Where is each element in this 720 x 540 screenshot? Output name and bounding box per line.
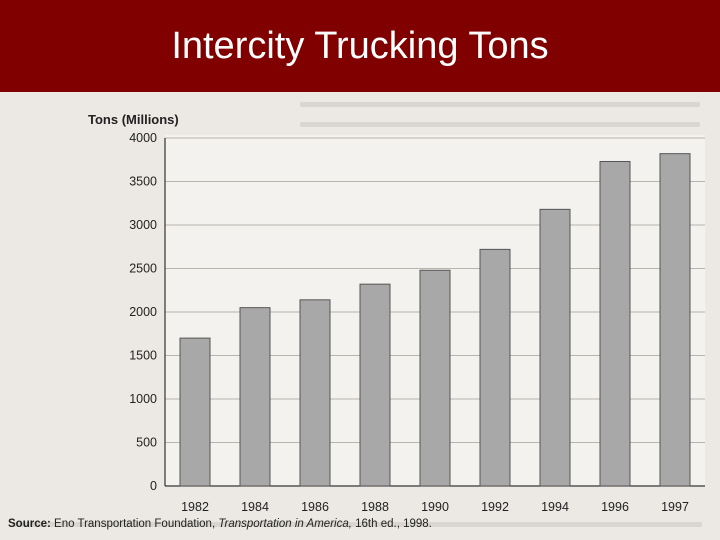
y-tick-label: 0 <box>150 479 157 493</box>
source-org: Eno Transportation Foundation, <box>54 518 216 530</box>
y-tick-label: 3000 <box>129 218 157 232</box>
source-label: Source: <box>8 518 51 530</box>
bar-1992 <box>479 248 511 487</box>
faded-text-line <box>12 522 702 527</box>
tick-labels: 0 500 1000 1500 2000 2500 3000 3500 4000 1982 1984… <box>129 131 689 514</box>
faded-text-line <box>300 102 700 107</box>
y-tick-label: 500 <box>136 436 157 450</box>
x-tick-label: 1982 <box>181 500 209 514</box>
x-tick-label: 1986 <box>301 500 329 514</box>
y-axis-label: Tons (Millions) <box>88 112 179 127</box>
x-tick-label: 1984 <box>241 500 269 514</box>
x-tick-label: 1992 <box>481 500 509 514</box>
x-tick-label: 1994 <box>541 500 569 514</box>
bar-1994 <box>539 208 571 487</box>
bar-1996 <box>599 160 631 487</box>
y-tick-label: 4000 <box>129 131 157 145</box>
bar-chart: 0 500 1000 1500 2000 2500 3000 3500 4000 1982 1984… <box>129 131 705 514</box>
bar-1990 <box>419 269 451 487</box>
y-tick-label: 2000 <box>129 305 157 319</box>
x-tick-label: 1997 <box>661 500 689 514</box>
bar-1986 <box>299 299 331 487</box>
source-edition: 16th ed., 1998. <box>355 518 432 530</box>
y-tick-label: 3500 <box>129 175 157 189</box>
slide-header: Intercity Trucking Tons <box>0 0 720 92</box>
faded-text-line <box>300 122 700 127</box>
bar-1988 <box>359 283 391 487</box>
source-book: Transportation in America, <box>218 518 352 530</box>
source-note: Source: Eno Transportation Foundation, T… <box>8 518 432 530</box>
y-tick-label: 1500 <box>129 349 157 363</box>
bar-1982 <box>179 337 211 487</box>
bar-1984 <box>239 307 271 487</box>
x-tick-label: 1988 <box>361 500 389 514</box>
x-tick-label: 1996 <box>601 500 629 514</box>
y-tick-label: 2500 <box>129 262 157 276</box>
x-tick-label: 1990 <box>421 500 449 514</box>
y-tick-label: 1000 <box>129 392 157 406</box>
slide-title: Intercity Trucking Tons <box>171 25 549 67</box>
bar-1997 <box>659 153 691 487</box>
bars <box>179 153 691 487</box>
